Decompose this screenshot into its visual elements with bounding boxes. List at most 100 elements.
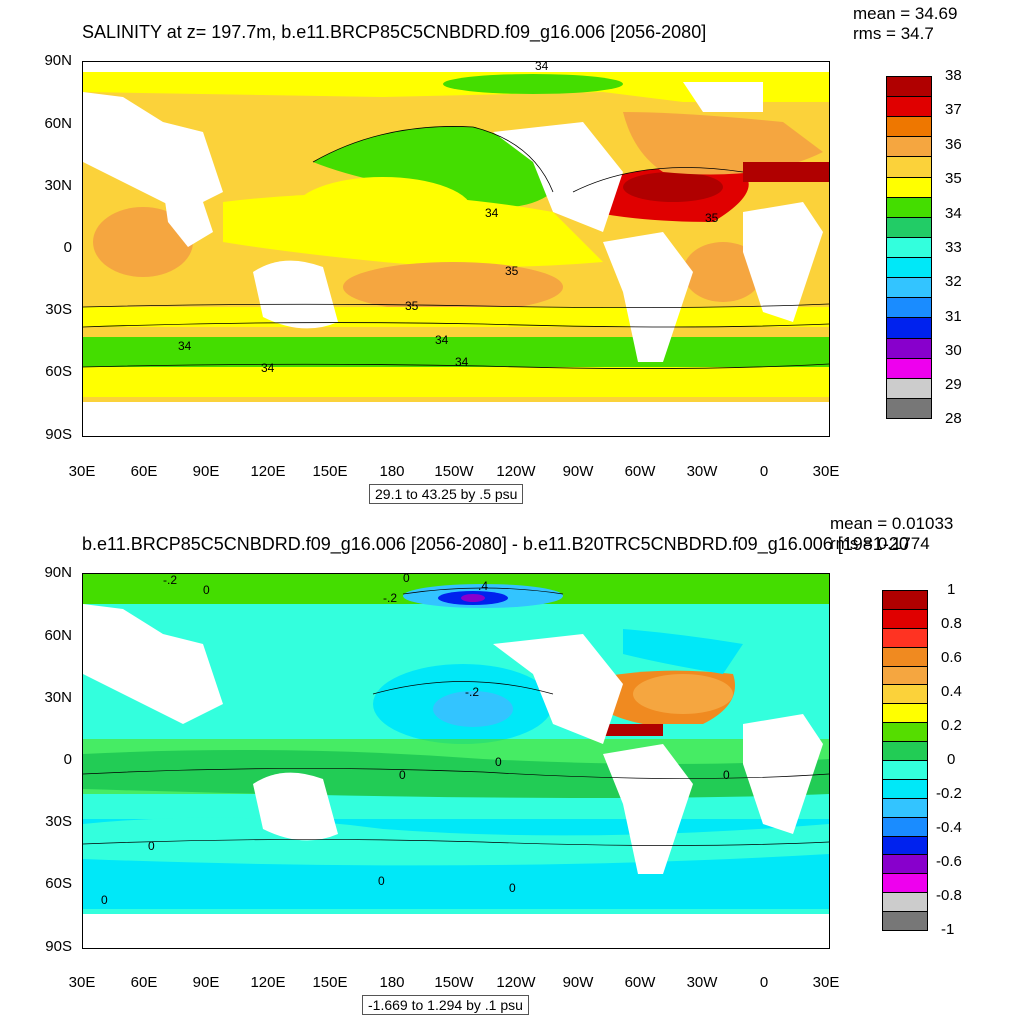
panel2-lon-label: 150E (312, 974, 348, 991)
panel1-lat-label: 30S (45, 301, 72, 318)
panel2-colorbar-label: 1 (947, 581, 956, 598)
panel1-colorbar-label: 35 (945, 170, 962, 187)
panel1-contour-label: 34 (535, 62, 549, 73)
panel2-lon-label: 120W (496, 974, 536, 991)
colorbar-swatch (882, 816, 928, 837)
panel1-colorbar-label: 36 (945, 136, 962, 153)
panel1-contour-label: 35 (705, 211, 719, 225)
panel1-colorbar-label: 38 (945, 67, 962, 84)
panel2-contour-label: 0 (203, 583, 210, 597)
panel2-contour-label: 0 (403, 574, 410, 585)
panel2-title: b.e11.BRCP85C5CNBDRD.f09_g16.006 [2056-2… (82, 534, 909, 554)
panel2-lon-label: 180 (379, 974, 405, 991)
colorbar-swatch (886, 116, 932, 138)
panel2-colorbar-label: -0.2 (936, 785, 962, 802)
panel1-colorbar-label: 33 (945, 239, 962, 256)
panel1-lat-label: 30N (44, 177, 72, 194)
colorbar-swatch (886, 156, 932, 178)
panel1-colorbar-label: 34 (945, 205, 962, 222)
panel2-colorbar-label: -0.8 (936, 887, 962, 904)
panel1-contour-label: 34 (178, 339, 192, 353)
panel2-colorbar-label: -0.6 (936, 853, 962, 870)
panel2-contour-label: 0 (399, 768, 406, 782)
colorbar-swatch (882, 760, 928, 780)
panel2-lon-label: 120E (250, 974, 286, 991)
colorbar-swatch (882, 684, 928, 705)
panel2-colorbar-label: 0 (947, 751, 956, 768)
panel2-lat-label: 30N (44, 689, 72, 706)
panel1-lon-label: 30E (812, 463, 840, 480)
panel1-lon-label: 150W (434, 463, 474, 480)
colorbar-swatch (882, 741, 928, 761)
colorbar-swatch (882, 797, 928, 818)
colorbar-swatch (886, 277, 932, 299)
panel1-lat-label: 60N (44, 115, 72, 132)
panel1-range-note: 29.1 to 43.25 by .5 psu (369, 484, 524, 504)
panel2-lat-label: 90N (44, 564, 72, 581)
panel1-lon-label: 150E (312, 463, 348, 480)
panel2-lon-label: 90E (192, 974, 220, 991)
panel2-lon-label: 60W (624, 974, 656, 991)
panel2-lon-label: 150W (434, 974, 474, 991)
panel2-lon-label: 30E (68, 974, 96, 991)
panel2-contour-label: -.2 (163, 574, 177, 587)
panel1-lon-label: 30W (686, 463, 718, 480)
colorbar-swatch (882, 722, 928, 743)
panel1-mean: mean = 34.69 (853, 4, 958, 23)
panel2-lat-label: 60N (44, 627, 72, 644)
panel1-title: SALINITY at z= 197.7m, b.e11.BRCP85C5CNB… (82, 22, 707, 42)
panel2-contour-label: 0 (723, 768, 730, 782)
panel2-colorbar-label: -1 (941, 921, 955, 938)
colorbar-swatch (886, 357, 932, 379)
colorbar-swatch (886, 397, 932, 419)
panel1-lon-label: 0 (759, 463, 769, 480)
colorbar-swatch (886, 317, 932, 339)
panel2-lat-label: 90S (45, 938, 72, 955)
panel2-lon-label: 90W (562, 974, 594, 991)
panel1-lon-label: 180 (379, 463, 405, 480)
colorbar-swatch (886, 377, 932, 399)
panel1-colorbar (886, 76, 932, 419)
colorbar-swatch (882, 665, 928, 686)
colorbar-swatch (882, 608, 928, 629)
panel2-contour-label: -.2 (383, 591, 397, 605)
panel1-rms: rms = 34.7 (853, 24, 934, 43)
panel1-lon-label: 30E (68, 463, 96, 480)
panel1-lat-label: 0 (63, 239, 72, 256)
panel2-range-note: -1.669 to 1.294 by .1 psu (362, 995, 529, 1015)
panel1-contour-label: 34 (261, 361, 275, 375)
panel1-map: 34 34 35 35 35 34 34 34 34 (82, 61, 830, 437)
panel2-lat-label: 0 (63, 751, 72, 768)
colorbar-swatch (882, 911, 928, 931)
panel1-lat-label: 60S (45, 363, 72, 380)
panel1-contour-label: 34 (455, 355, 469, 369)
panel2-colorbar (882, 590, 928, 931)
panel2-colorbar-label: -0.4 (936, 819, 962, 836)
panel2-lon-label: 30E (812, 974, 840, 991)
panel2-lon-label: 60E (130, 974, 158, 991)
panel1-lon-label: 120E (250, 463, 286, 480)
panel1-contour-label: 35 (405, 299, 419, 313)
panel2-map: -.2 0 0 .4 -.2 -.2 0 0 0 0 0 0 0 (82, 573, 830, 949)
colorbar-swatch (882, 778, 928, 799)
panel2-contour-label: -.2 (465, 685, 479, 699)
panel1-lon-label: 120W (496, 463, 536, 480)
colorbar-swatch (886, 216, 932, 238)
colorbar-swatch (886, 196, 932, 218)
panel2-mean: mean = 0.01033 (830, 514, 954, 533)
panel2-salinity-difference-field: -.2 0 0 .4 -.2 -.2 0 0 0 0 0 0 0 (83, 574, 829, 948)
colorbar-swatch (886, 236, 932, 259)
colorbar-swatch (882, 873, 928, 894)
panel1-lon-label: 90W (562, 463, 594, 480)
panel2-lon-label: 30W (686, 974, 718, 991)
panel1-contour-label: 34 (435, 333, 449, 347)
panel2-contour-label: 0 (148, 839, 155, 853)
panel2-contour-label: .4 (478, 579, 488, 593)
panel1-lat-label: 90S (45, 426, 72, 443)
panel1-colorbar-label: 37 (945, 101, 962, 118)
colorbar-swatch (882, 627, 928, 648)
panel2-contour-label: 0 (378, 874, 385, 888)
panel2-colorbar-label: 0.4 (941, 683, 962, 700)
panel2-contour-label: 0 (495, 755, 502, 769)
panel2-lat-label: 60S (45, 875, 72, 892)
